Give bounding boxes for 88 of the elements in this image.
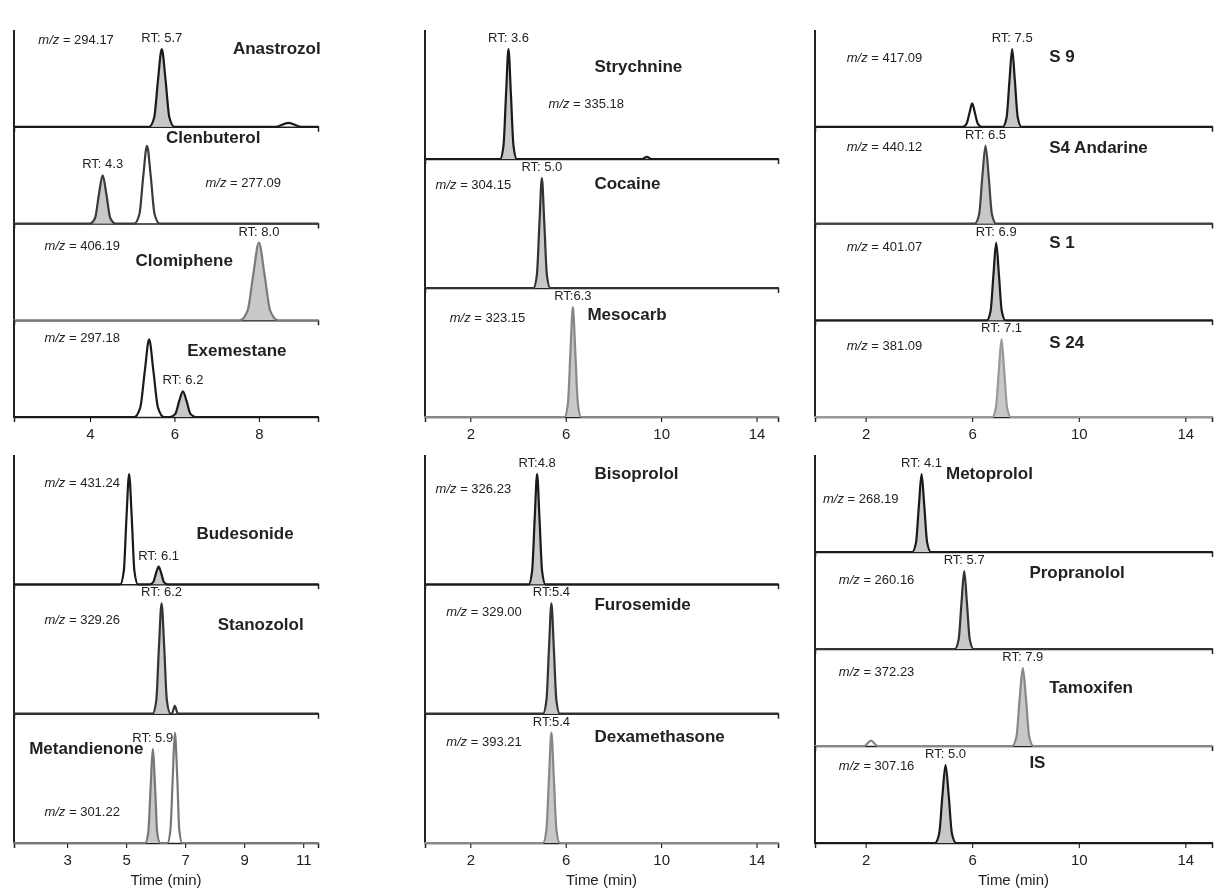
chart-title: Furosemide bbox=[594, 595, 691, 615]
chart-title: S 24 bbox=[1049, 333, 1085, 353]
annotation: RT: 5.7 bbox=[141, 30, 183, 45]
annotation: RT:5.4 bbox=[532, 713, 571, 729]
x-axis-title: Time (min) bbox=[977, 871, 1050, 888]
chart-title: Clenbuterol bbox=[166, 127, 261, 147]
annotation: RT: 8.0 bbox=[238, 223, 280, 239]
annotation: m/z = 372.23 bbox=[838, 664, 915, 679]
text: Tamoxifen bbox=[1049, 678, 1133, 697]
chart-title: Bisoprolol bbox=[594, 464, 679, 483]
x-tick-label: 2 bbox=[466, 850, 475, 868]
text: Strychnine bbox=[594, 57, 683, 76]
chart-title: Mesocarb bbox=[587, 305, 667, 324]
annotation: m/z = 260.16 bbox=[838, 572, 915, 587]
annotation: RT: 6.5 bbox=[965, 126, 1006, 142]
annotation: RT:4.8 bbox=[518, 455, 556, 470]
x-tick-label: 7 bbox=[181, 850, 190, 868]
x-axis-title: Time (min) bbox=[130, 871, 202, 888]
x-tick-label: 5 bbox=[122, 850, 131, 868]
annotation: m/z = 440.12 bbox=[846, 138, 923, 154]
annotation: RT: 6.9 bbox=[975, 223, 1017, 239]
annotation: RT:6.3 bbox=[554, 288, 592, 303]
x-tick-label: 10 bbox=[653, 424, 670, 442]
annotation: m/z = 406.19 bbox=[44, 237, 120, 253]
x-tick-label: 14 bbox=[748, 424, 766, 442]
x-tick-label: 6 bbox=[170, 424, 180, 442]
annotation: m/z = 329.26 bbox=[44, 612, 120, 628]
chart-title: Dexamethasone bbox=[594, 726, 725, 746]
x-tick-label: 10 bbox=[1070, 850, 1088, 868]
annotation: m/z = 268.19 bbox=[822, 491, 899, 506]
annotation: m/z = 401.07 bbox=[846, 238, 923, 254]
annotation: m/z = 304.15 bbox=[435, 177, 512, 192]
x-tick-label: 10 bbox=[1070, 424, 1088, 442]
x-tick-label: 9 bbox=[240, 850, 249, 868]
annotation: m/z = 297.18 bbox=[44, 330, 120, 346]
x-tick-label: 2 bbox=[861, 850, 871, 868]
annotation: RT: 6.2 bbox=[162, 372, 204, 388]
x-tick-label: 3 bbox=[63, 850, 72, 868]
annotation: m/z = 329.00 bbox=[446, 604, 522, 620]
chart-title: Anastrozol bbox=[232, 39, 321, 58]
x-tick-label: 6 bbox=[968, 850, 977, 868]
text: Budesonide bbox=[196, 524, 294, 543]
text: Clomiphene bbox=[135, 250, 233, 270]
annotation: RT: 7.5 bbox=[991, 30, 1033, 45]
chart-title: Cocaine bbox=[594, 174, 661, 193]
annotation: m/z = 307.16 bbox=[838, 758, 915, 773]
annotation: RT: 5.0 bbox=[925, 746, 967, 761]
annotation: RT: 6.2 bbox=[141, 584, 183, 600]
annotation: m/z = 335.18 bbox=[548, 96, 625, 111]
text: Stanozolol bbox=[217, 615, 304, 635]
annotation: RT: 6.1 bbox=[138, 547, 180, 563]
annotation: m/z = 417.09 bbox=[846, 50, 923, 65]
chart-title: Propranolol bbox=[1029, 563, 1125, 582]
x-tick-label: 6 bbox=[968, 424, 977, 442]
annotation: RT: 4.3 bbox=[82, 156, 124, 172]
x-tick-label: 2 bbox=[861, 424, 871, 442]
chart-title: IS bbox=[1029, 753, 1046, 772]
annotation: RT: 7.9 bbox=[1002, 649, 1044, 664]
annotation: m/z = 431.24 bbox=[44, 475, 120, 490]
chart-title: S 1 bbox=[1049, 232, 1075, 252]
text: m/z = 294.17 bbox=[38, 32, 114, 47]
x-tick-label: 2 bbox=[466, 424, 475, 442]
x-tick-label: 6 bbox=[562, 424, 571, 442]
x-tick-label: 11 bbox=[295, 850, 312, 868]
annotation: m/z = 277.09 bbox=[205, 174, 282, 190]
annotation: RT: 4.1 bbox=[901, 455, 943, 470]
chart-title: Exemestane bbox=[187, 341, 287, 361]
x-tick-label: 14 bbox=[1177, 850, 1195, 868]
annotation: RT: 5.0 bbox=[521, 159, 563, 174]
x-tick-label: 14 bbox=[1177, 424, 1195, 442]
chart-title: Metoprolol bbox=[946, 464, 1033, 483]
x-axis-title: Time (min) bbox=[565, 871, 638, 888]
x-tick-label: 6 bbox=[562, 850, 571, 868]
annotation: m/z = 393.21 bbox=[446, 733, 522, 749]
x-tick-label: 10 bbox=[653, 850, 670, 868]
annotation: RT:5.4 bbox=[532, 584, 571, 600]
chart-title: S4 Andarine bbox=[1049, 137, 1148, 157]
annotation: RT: 7.1 bbox=[981, 320, 1022, 336]
x-tick-label: 4 bbox=[86, 424, 95, 442]
annotation: RT: 5.7 bbox=[943, 552, 985, 567]
x-tick-label: 14 bbox=[748, 850, 766, 868]
x-tick-label: 8 bbox=[255, 424, 264, 442]
annotation: RT: 3.6 bbox=[488, 30, 529, 45]
chart-title: S 9 bbox=[1049, 47, 1075, 66]
annotation: m/z = 381.09 bbox=[846, 338, 923, 354]
annotation: m/z = 301.22 bbox=[44, 803, 120, 819]
annotation: m/z = 323.15 bbox=[449, 310, 526, 325]
annotation: m/z = 326.23 bbox=[435, 481, 512, 496]
